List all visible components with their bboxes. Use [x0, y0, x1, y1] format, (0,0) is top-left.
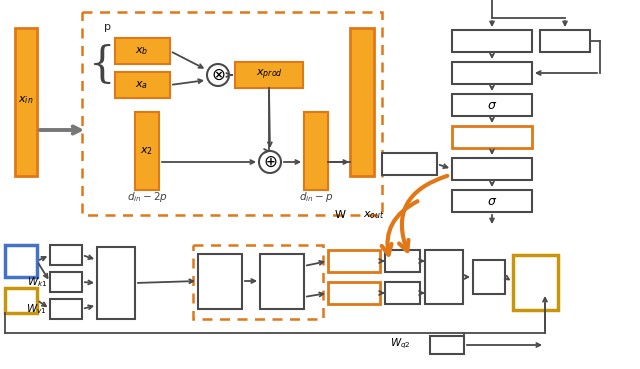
Bar — [50, 245, 82, 265]
Text: $W_{v1}$: $W_{v1}$ — [26, 302, 47, 316]
Bar — [385, 282, 420, 304]
Bar — [350, 28, 374, 176]
Text: $x_{in}$: $x_{in}$ — [19, 94, 34, 106]
Text: $\sigma$: $\sigma$ — [487, 99, 497, 111]
Bar — [193, 245, 323, 319]
Bar — [97, 247, 135, 319]
Circle shape — [207, 64, 229, 86]
Text: W: W — [335, 210, 346, 220]
Bar — [15, 28, 37, 176]
Bar — [452, 190, 532, 212]
Bar — [50, 272, 82, 292]
Text: $\oplus$: $\oplus$ — [263, 153, 277, 171]
Bar — [115, 38, 170, 64]
Bar — [198, 254, 242, 309]
Bar — [425, 250, 463, 304]
Bar — [82, 12, 382, 215]
Text: $W_{q2}$: $W_{q2}$ — [390, 337, 411, 351]
Text: $\otimes$: $\otimes$ — [211, 66, 225, 84]
Text: $x_{out}$: $x_{out}$ — [363, 209, 385, 221]
Bar — [235, 62, 303, 88]
Bar — [452, 126, 532, 148]
Bar — [513, 255, 558, 310]
Text: $d_{in}-p$: $d_{in}-p$ — [299, 190, 333, 204]
Bar — [328, 250, 380, 272]
Text: {: { — [89, 44, 115, 86]
Bar — [50, 299, 82, 319]
Bar — [430, 336, 464, 354]
Bar — [328, 282, 380, 304]
Circle shape — [259, 151, 281, 173]
Text: $d_{in}-2p$: $d_{in}-2p$ — [127, 190, 168, 204]
Text: $x_b$: $x_b$ — [135, 45, 148, 57]
Text: $x_{prod}$: $x_{prod}$ — [255, 68, 282, 82]
Bar — [540, 30, 590, 52]
Bar — [452, 94, 532, 116]
Bar — [385, 250, 420, 272]
Bar — [115, 72, 170, 98]
Bar — [260, 254, 304, 309]
Bar — [304, 112, 328, 190]
Text: $W_{k1}$: $W_{k1}$ — [26, 275, 47, 289]
Bar — [452, 158, 532, 180]
Bar — [135, 112, 159, 190]
Text: p: p — [104, 22, 111, 32]
Bar — [473, 260, 505, 294]
Bar — [5, 288, 37, 313]
Bar — [452, 30, 532, 52]
Bar — [382, 153, 437, 175]
Text: $x_2$: $x_2$ — [141, 145, 154, 157]
Text: $x_a$: $x_a$ — [136, 79, 148, 91]
Text: $\sigma$: $\sigma$ — [487, 194, 497, 207]
Bar — [452, 62, 532, 84]
Bar — [5, 245, 37, 277]
